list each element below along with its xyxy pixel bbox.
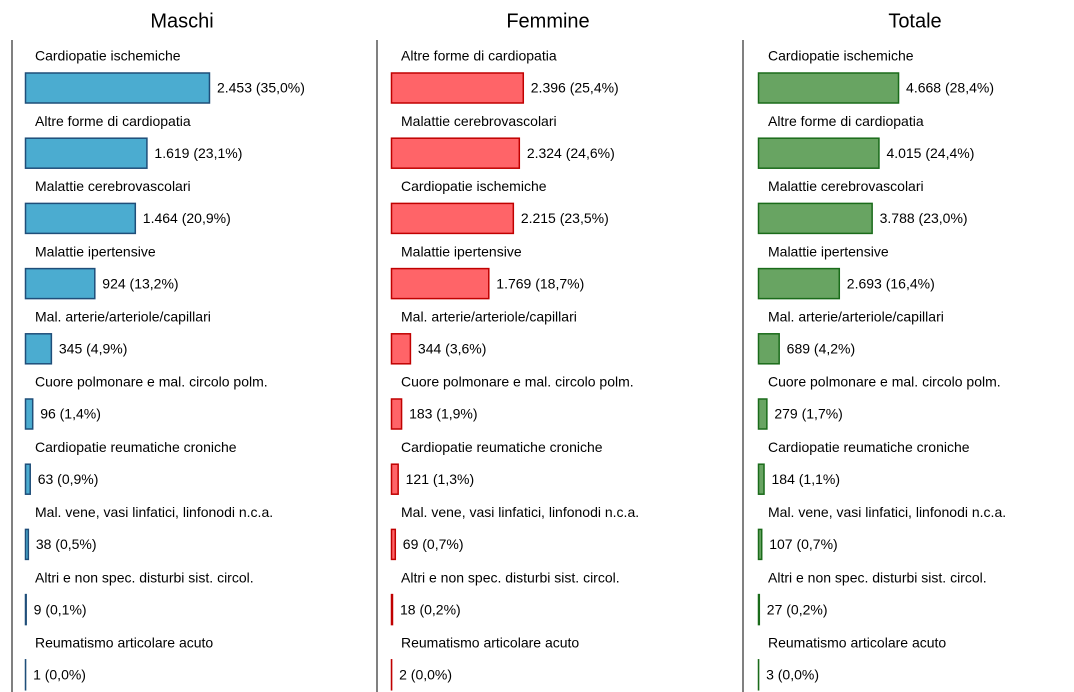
- value-label: 3 (0,0%): [766, 667, 819, 683]
- value-label: 2 (0,0%): [399, 667, 452, 683]
- bar: [24, 398, 34, 430]
- bar: [757, 333, 780, 365]
- value-label: 9 (0,1%): [34, 601, 87, 617]
- bar: [757, 137, 880, 169]
- bar: [24, 333, 53, 365]
- value-label: 27 (0,2%): [767, 601, 828, 617]
- category-label: Cardiopatie reumatiche croniche: [401, 439, 603, 455]
- value-label: 96 (1,4%): [40, 406, 101, 422]
- category-label: Cardiopatie reumatiche croniche: [768, 439, 970, 455]
- bar: [757, 463, 765, 495]
- bar: [24, 463, 31, 495]
- bar: [390, 137, 521, 169]
- category-label: Malattie ipertensive: [35, 243, 156, 259]
- category-label: Malattie cerebrovascolari: [35, 178, 191, 194]
- bar: [390, 593, 394, 626]
- value-label: 1 (0,0%): [33, 667, 86, 683]
- panel-title: Maschi: [150, 10, 213, 32]
- bar: [757, 267, 841, 300]
- bar: [390, 398, 403, 430]
- value-label: 1.464 (20,9%): [143, 210, 231, 226]
- value-label: 1.619 (23,1%): [154, 145, 242, 161]
- value-label: 107 (0,7%): [769, 536, 837, 552]
- category-label: Cardiopatie reumatiche croniche: [35, 439, 237, 455]
- category-label: Cuore polmonare e mal. circolo polm.: [401, 374, 634, 390]
- category-label: Reumatismo articolare acuto: [35, 635, 213, 651]
- value-label: 345 (4,9%): [59, 341, 127, 357]
- category-label: Cuore polmonare e mal. circolo polm.: [768, 374, 1001, 390]
- bar: [24, 202, 137, 235]
- value-label: 924 (13,2%): [102, 275, 178, 291]
- value-label: 38 (0,5%): [36, 536, 97, 552]
- category-label: Mal. vene, vasi linfatici, linfonodi n.c…: [35, 504, 273, 520]
- bar: [24, 528, 30, 561]
- value-label: 69 (0,7%): [403, 536, 464, 552]
- category-label: Malattie ipertensive: [401, 243, 522, 259]
- panel-title: Totale: [888, 10, 941, 32]
- value-label: 2.215 (23,5%): [521, 210, 609, 226]
- bar: [757, 593, 761, 626]
- bar: [24, 137, 148, 169]
- value-label: 279 (1,7%): [774, 406, 842, 422]
- value-label: 2.396 (25,4%): [531, 80, 619, 96]
- value-label: 1.769 (18,7%): [496, 275, 584, 291]
- bar: [757, 528, 763, 561]
- category-label: Altri e non spec. disturbi sist. circol.: [768, 569, 987, 585]
- value-label: 184 (1,1%): [772, 471, 840, 487]
- value-label: 2.453 (35,0%): [217, 80, 305, 96]
- category-label: Altre forme di cardiopatia: [401, 48, 557, 64]
- bar: [757, 398, 768, 430]
- bar: [757, 202, 873, 235]
- category-label: Altri e non spec. disturbi sist. circol.: [401, 569, 620, 585]
- category-label: Reumatismo articolare acuto: [401, 635, 579, 651]
- bar: [24, 593, 27, 626]
- value-label: 63 (0,9%): [38, 471, 99, 487]
- category-label: Mal. vene, vasi linfatici, linfonodi n.c…: [768, 504, 1006, 520]
- category-label: Reumatismo articolare acuto: [768, 635, 946, 651]
- category-label: Cardiopatie ischemiche: [401, 178, 547, 194]
- bar: [390, 333, 412, 365]
- bar: [390, 528, 397, 561]
- category-label: Malattie ipertensive: [768, 243, 889, 259]
- value-label: 2.693 (16,4%): [847, 275, 935, 291]
- value-label: 689 (4,2%): [787, 341, 855, 357]
- value-label: 4.668 (28,4%): [906, 80, 994, 96]
- bar: [757, 72, 900, 104]
- category-label: Malattie cerebrovascolari: [401, 113, 557, 129]
- category-label: Cardiopatie ischemiche: [768, 48, 914, 64]
- value-label: 121 (1,3%): [406, 471, 474, 487]
- category-label: Mal. arterie/arteriole/capillari: [768, 309, 944, 325]
- value-label: 4.015 (24,4%): [886, 145, 974, 161]
- bar: [390, 463, 399, 495]
- value-label: 3.788 (23,0%): [880, 210, 968, 226]
- bar: [24, 72, 211, 104]
- value-label: 183 (1,9%): [409, 406, 477, 422]
- category-label: Altre forme di cardiopatia: [35, 113, 191, 129]
- category-label: Mal. vene, vasi linfatici, linfonodi n.c…: [401, 504, 639, 520]
- category-label: Cuore polmonare e mal. circolo polm.: [35, 374, 268, 390]
- value-label: 18 (0,2%): [400, 601, 461, 617]
- category-label: Altre forme di cardiopatia: [768, 113, 924, 129]
- bar: [390, 72, 525, 104]
- value-label: 2.324 (24,6%): [527, 145, 615, 161]
- category-label: Malattie cerebrovascolari: [768, 178, 924, 194]
- category-label: Mal. arterie/arteriole/capillari: [401, 309, 577, 325]
- category-label: Mal. arterie/arteriole/capillari: [35, 309, 211, 325]
- category-label: Altri e non spec. disturbi sist. circol.: [35, 569, 254, 585]
- bar: [24, 267, 96, 300]
- bar: [390, 202, 515, 235]
- bar: [390, 267, 490, 300]
- category-label: Cardiopatie ischemiche: [35, 48, 181, 64]
- value-label: 344 (3,6%): [418, 341, 486, 357]
- panel-title: Femmine: [506, 10, 589, 32]
